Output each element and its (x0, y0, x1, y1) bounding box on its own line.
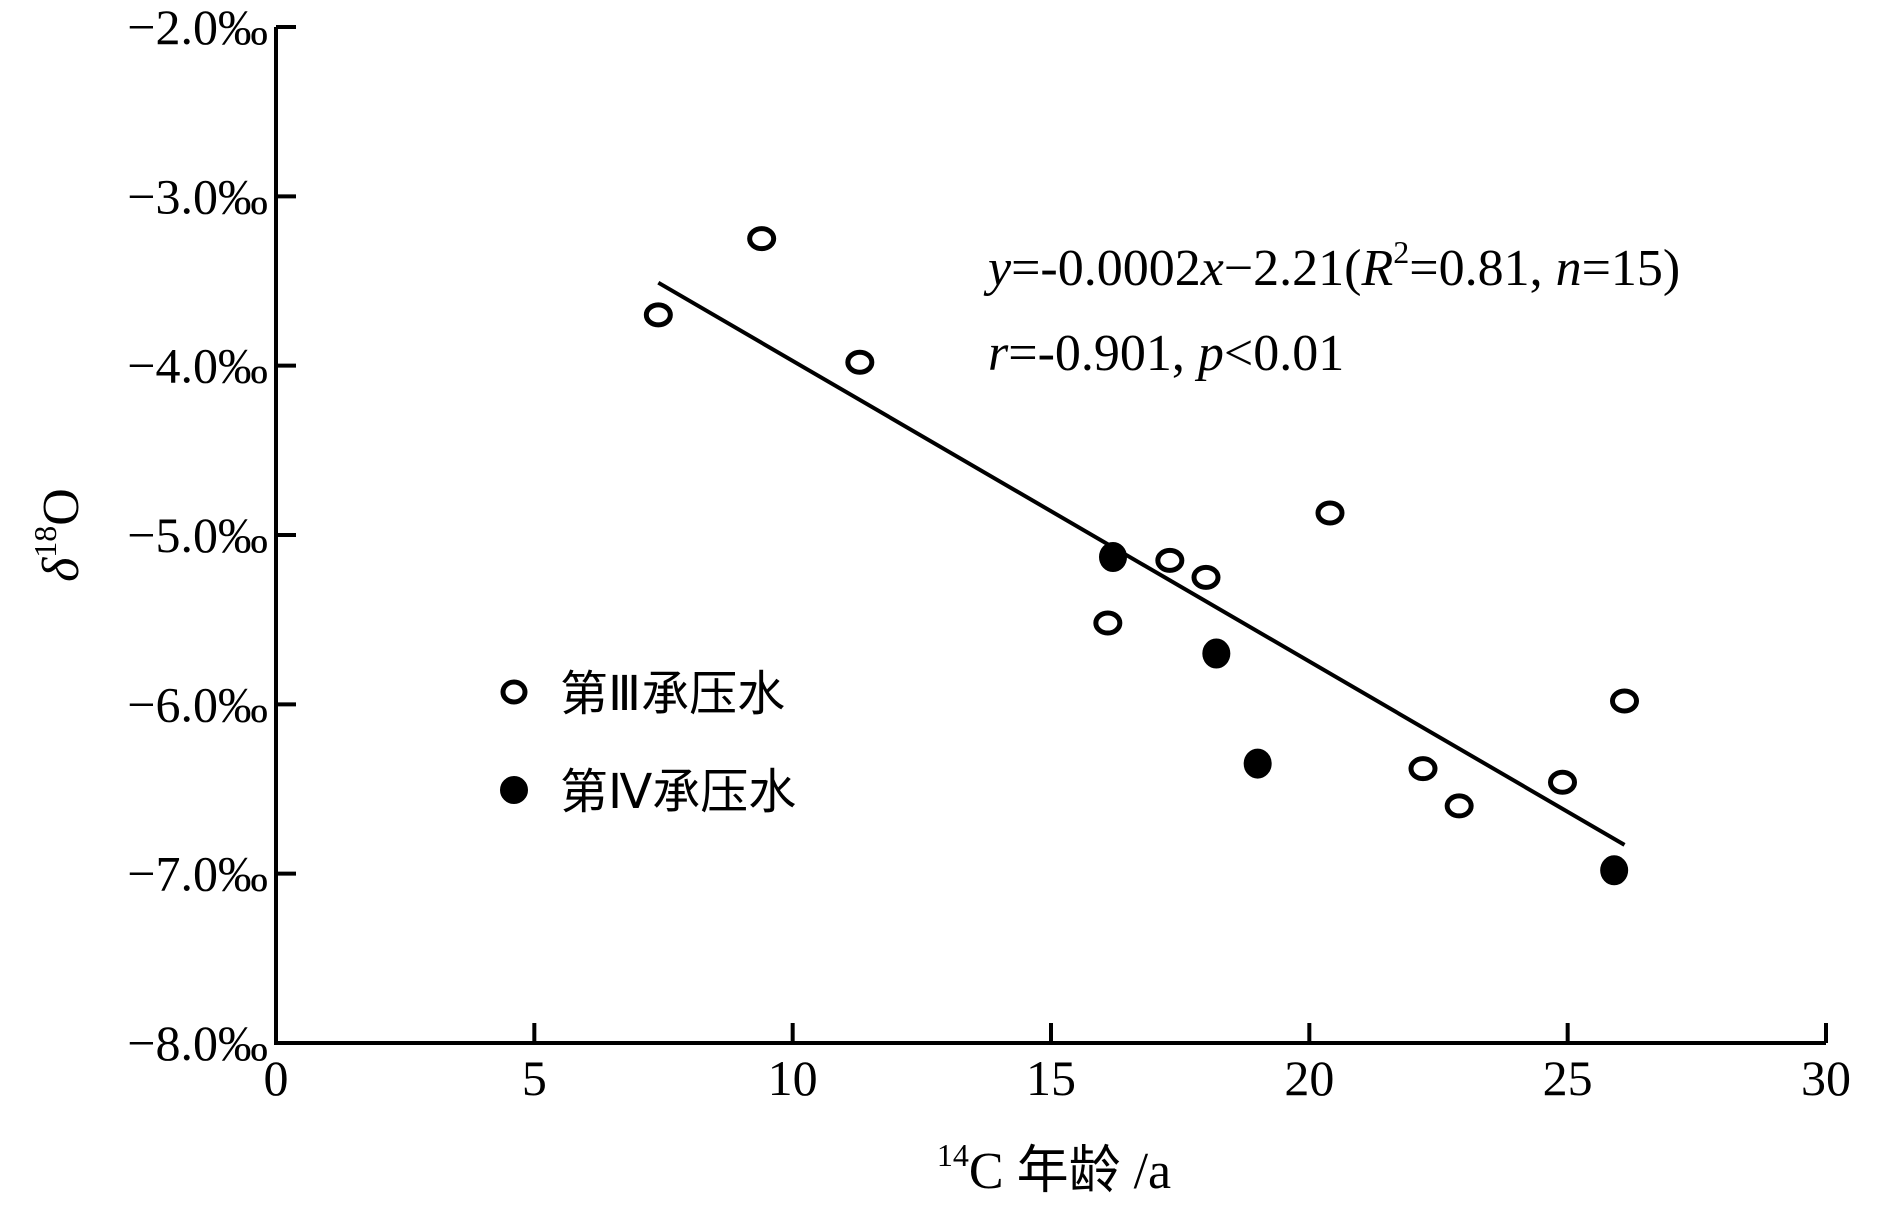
y-tick-label: −6.0‰ (127, 676, 268, 732)
legend-open-circle-marker (500, 679, 528, 705)
y-tick-label: −2.0‰ (127, 0, 268, 55)
data-point-filled (1243, 748, 1272, 779)
legend-filled-circle-marker (500, 776, 528, 804)
x-axis-title: 14C 年龄 /a (937, 1137, 1171, 1200)
legend-label-series-3: 第Ⅲ承压水 (560, 666, 785, 722)
legend-item-series-3: 第Ⅲ承压水 (500, 666, 785, 722)
data-points (643, 226, 1639, 886)
y-tick-label: −7.0‰ (127, 846, 268, 902)
y-tick-label: −5.0‰ (127, 507, 268, 563)
data-point-open (1155, 547, 1185, 573)
data-point-filled (1099, 542, 1127, 573)
y-axis-title: δ18O (27, 488, 90, 582)
data-point-open (747, 226, 777, 252)
data-point-open (1610, 688, 1639, 714)
data-point-open (1191, 564, 1221, 590)
data-point-open (1093, 610, 1123, 636)
data-point-open (1315, 500, 1345, 526)
data-point-open (1408, 756, 1438, 782)
legend-item-series-4: 第Ⅳ承压水 (500, 764, 796, 820)
x-tick-label: 0 (264, 1050, 289, 1106)
x-tick-label: 15 (1026, 1050, 1076, 1106)
y-tick-label: −3.0‰ (127, 168, 268, 224)
regression-line (657, 280, 1626, 847)
data-point-filled (1202, 638, 1231, 669)
legend-label-series-4: 第Ⅳ承压水 (560, 764, 796, 820)
legend: 第Ⅲ承压水 第Ⅳ承压水 (500, 666, 796, 820)
x-tick-label: 30 (1801, 1050, 1851, 1106)
correlation-annotation: r=-0.901, p<0.01 (988, 325, 1344, 382)
axes: −2.0‰ −3.0‰ −4.0‰ −5.0‰ −6.0‰ −7.0‰ −8.0‰0 5 10 1… (127, 0, 1851, 1106)
x-tick-label: 10 (768, 1050, 818, 1106)
y-tick-label: −8.0‰ (127, 1015, 268, 1071)
x-tick-label: 20 (1284, 1050, 1334, 1106)
data-point-open (845, 349, 875, 375)
data-point-open (1444, 793, 1474, 819)
plot-area (657, 280, 1626, 847)
y-tick-label: −4.0‰ (127, 338, 268, 394)
x-tick-label: 25 (1543, 1050, 1593, 1106)
data-point-open (643, 302, 673, 328)
data-point-open (1548, 769, 1577, 795)
data-point-filled (1600, 855, 1629, 886)
x-tick-label: 5 (522, 1050, 547, 1106)
regression-equation: y=-0.0002x−2.21(R2=0.81, n=15) (983, 234, 1680, 297)
